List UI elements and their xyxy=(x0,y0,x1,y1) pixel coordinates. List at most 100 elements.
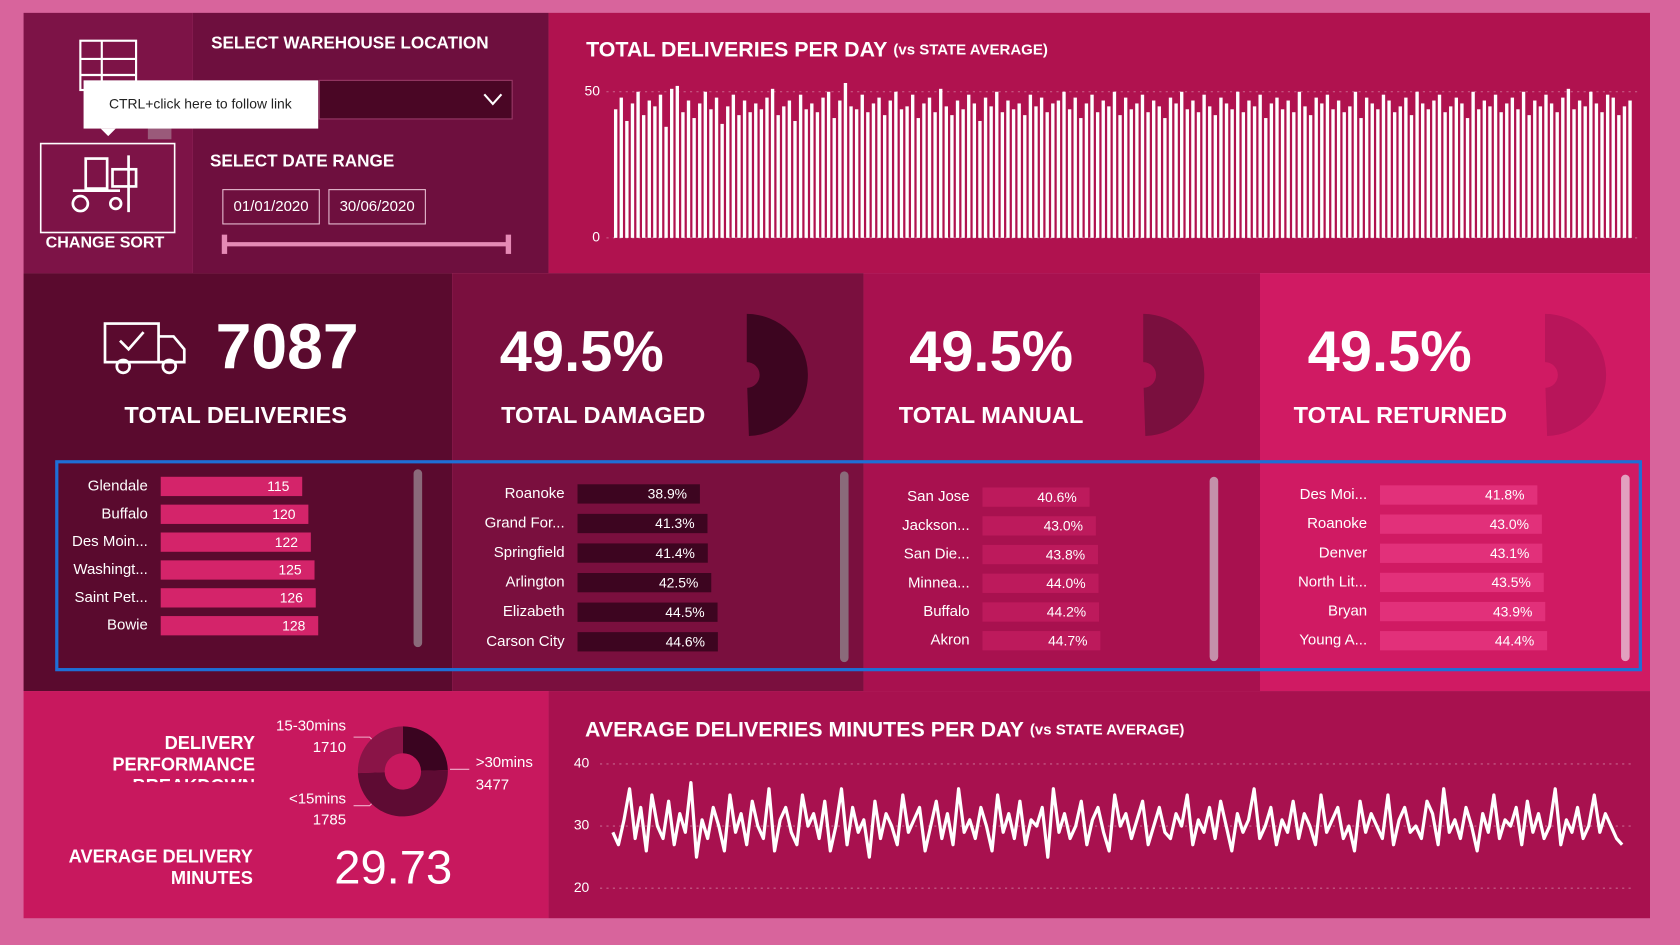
bar xyxy=(787,100,792,238)
title: AVERAGE DELIVERIES MINUTES PER DAY xyxy=(585,717,1024,741)
bar xyxy=(1381,94,1386,238)
bar xyxy=(972,103,977,238)
bar xyxy=(1477,109,1481,238)
pie-category: >30mins xyxy=(476,754,533,771)
value-label: 42.5% xyxy=(659,574,698,590)
category-label: San Jose xyxy=(907,488,970,505)
bar xyxy=(770,88,775,238)
pie-value: 3477 xyxy=(476,776,509,793)
scrollbar[interactable] xyxy=(1621,474,1630,662)
bar xyxy=(1538,106,1543,238)
bar xyxy=(1443,112,1447,238)
bar xyxy=(911,94,915,238)
bar xyxy=(1163,118,1167,238)
bar xyxy=(978,120,982,238)
bar xyxy=(1549,103,1554,238)
slider-handle[interactable] xyxy=(505,234,512,254)
category-label: Saint Pet... xyxy=(74,589,147,606)
kpi-value: 49.5% xyxy=(500,320,664,384)
bar xyxy=(1561,97,1565,238)
bar xyxy=(810,103,814,238)
bar xyxy=(1380,601,1546,622)
bar xyxy=(160,616,319,636)
bar xyxy=(1465,118,1470,238)
value-label: 43.0% xyxy=(1490,516,1529,532)
value-label: 38.9% xyxy=(648,486,687,502)
bar xyxy=(1594,103,1599,238)
scrollbar[interactable] xyxy=(840,471,849,663)
bar xyxy=(1521,91,1526,238)
value-label: 43.8% xyxy=(1046,546,1085,562)
bar xyxy=(577,632,718,652)
start-date-box[interactable] xyxy=(222,189,320,225)
change-sort-button[interactable] xyxy=(39,142,176,234)
bar xyxy=(1611,97,1615,238)
warehouse-dropdown[interactable] xyxy=(318,79,513,120)
end-date-box[interactable] xyxy=(328,189,426,225)
bar xyxy=(1572,109,1576,238)
bar xyxy=(1045,112,1049,238)
bar xyxy=(664,126,668,238)
bar xyxy=(1157,106,1161,238)
bar xyxy=(1286,100,1290,238)
bar xyxy=(821,97,825,238)
kpi-value: 49.5% xyxy=(1308,320,1472,384)
value-label: 125 xyxy=(278,562,301,578)
bar xyxy=(698,103,702,238)
slider-handle[interactable] xyxy=(221,234,228,254)
bar xyxy=(1174,103,1178,238)
bar xyxy=(1067,109,1072,238)
tooltip-text: CTRL+click here to follow link xyxy=(109,96,292,112)
average-label-box: AVERAGE DELIVERY MINUTES xyxy=(69,846,253,888)
subtitle: (vs STATE AVERAGE) xyxy=(1030,722,1184,739)
bar xyxy=(1208,106,1212,238)
category-label: Carson City xyxy=(486,633,565,650)
bar xyxy=(1622,106,1627,238)
bar xyxy=(1499,112,1503,238)
bar xyxy=(765,97,769,238)
bar xyxy=(1129,109,1133,238)
bar xyxy=(1252,106,1257,238)
bar xyxy=(815,112,820,238)
bar xyxy=(1140,94,1145,238)
bar xyxy=(995,91,999,238)
bar xyxy=(1380,543,1543,563)
bar xyxy=(1017,103,1021,238)
bar xyxy=(1370,103,1374,238)
bar xyxy=(1112,91,1117,238)
category-label: Buffalo xyxy=(101,505,147,522)
bar xyxy=(1320,103,1324,238)
bar xyxy=(714,97,719,238)
scrollbar[interactable] xyxy=(1209,476,1219,662)
scrollbar[interactable] xyxy=(413,469,423,648)
bar xyxy=(1555,112,1559,238)
bar xyxy=(1247,100,1251,238)
category-label: Buffalo xyxy=(923,603,969,620)
bar xyxy=(1275,97,1279,238)
value-label: 115 xyxy=(267,478,289,494)
pie-slice xyxy=(402,726,448,771)
bar xyxy=(1230,109,1234,238)
start-date: 01/01/2020 xyxy=(234,198,309,215)
bar xyxy=(1023,115,1027,238)
category-label: Young A... xyxy=(1299,632,1367,649)
bar xyxy=(1314,97,1318,238)
value-label: 44.7% xyxy=(1048,632,1087,648)
value-label: 40.6% xyxy=(1037,489,1076,505)
bar xyxy=(630,103,635,238)
bar xyxy=(982,602,1100,622)
bar xyxy=(1224,103,1229,238)
bar xyxy=(782,106,786,238)
bar xyxy=(653,106,657,238)
bar xyxy=(1000,112,1005,238)
category-label: North Lit... xyxy=(1298,573,1367,590)
y-tick-label: 50 xyxy=(585,82,601,98)
bar xyxy=(1146,112,1150,238)
pie-value: 1710 xyxy=(313,739,346,756)
bar xyxy=(1449,106,1453,238)
bar xyxy=(1056,100,1061,238)
end-date: 30/06/2020 xyxy=(340,198,415,215)
bar xyxy=(989,106,993,238)
bar xyxy=(916,118,920,238)
bar xyxy=(871,103,876,238)
